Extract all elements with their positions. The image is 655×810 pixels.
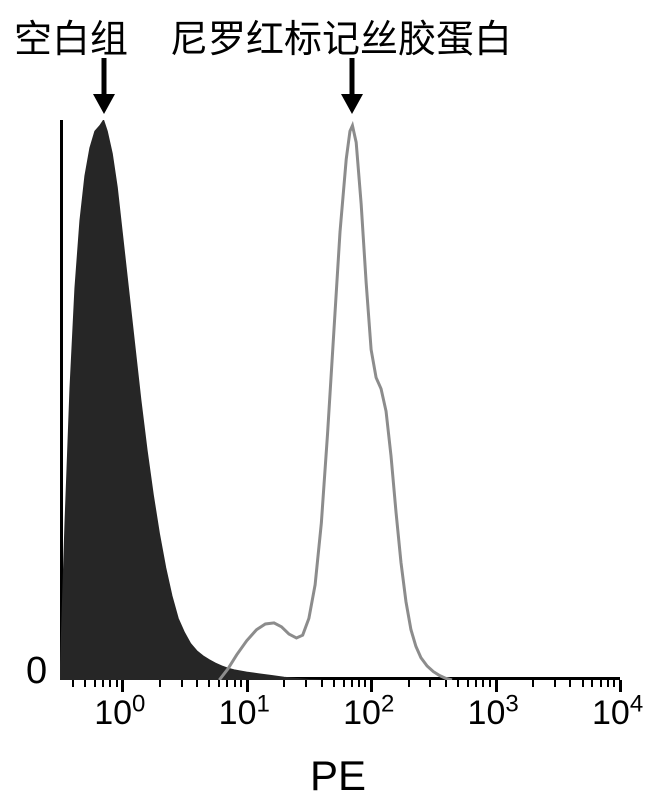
x-tick-minor [94,680,96,687]
x-tick-minor [116,680,118,687]
chart-container: 空白组 尼罗红标记丝胶蛋白 0 100 101 102 103 104 PE [0,0,655,810]
x-tick-minor [554,680,556,687]
x-tick-label-2: 102 [343,694,394,733]
x-tick-minor [240,680,242,687]
x-tick-label-4: 104 [592,694,643,733]
x-tick-minor [181,680,183,687]
x-tick-minor [600,680,602,687]
x-axis: 100101102103104 [60,680,620,760]
x-tick-minor [457,680,459,687]
x-tick-minor [218,680,220,687]
x-tick-minor [159,680,161,687]
chart-svg [60,120,620,680]
x-tick-minor [109,680,111,687]
x-tick-label-3: 103 [468,694,519,733]
x-tick-minor [208,680,210,687]
x-tick-minor [102,680,104,687]
x-tick-minor [408,680,410,687]
x-tick-label-1: 101 [219,694,270,733]
x-tick-minor [283,680,285,687]
x-tick-minor [72,680,74,687]
x-axis-label: PE [310,752,366,800]
label-nile-red-sericin: 尼罗红标记丝胶蛋白 [170,8,512,63]
x-tick-minor [351,680,353,687]
x-tick-minor [429,680,431,687]
x-tick-major [619,680,622,692]
x-tick-minor [607,680,609,687]
x-tick-minor [569,680,571,687]
x-tick-major [121,680,124,692]
x-tick-minor [358,680,360,687]
label-blank-group: 空白组 [14,8,128,63]
y-tick-0: 0 [26,650,47,693]
x-tick-minor [475,680,477,687]
x-tick-major [495,680,498,692]
arrow-sericin [338,58,366,116]
x-tick-minor [364,680,366,687]
x-tick-minor [489,680,491,687]
x-tick-minor [532,680,534,687]
x-tick-minor [84,680,86,687]
series-nile-red-sericin [219,126,452,680]
x-tick-minor [321,680,323,687]
x-tick-minor [305,680,307,687]
x-tick-minor [482,680,484,687]
x-tick-minor [613,680,615,687]
series-blank [60,120,321,680]
x-tick-minor [591,680,593,687]
x-tick-minor [467,680,469,687]
x-tick-major [246,680,249,692]
x-tick-minor [333,680,335,687]
x-tick-minor [196,680,198,687]
x-tick-label-0: 100 [94,694,145,733]
x-tick-major [370,680,373,692]
x-tick-minor [234,680,236,687]
x-tick-minor [582,680,584,687]
x-tick-minor [445,680,447,687]
x-tick-minor [343,680,345,687]
x-tick-minor [226,680,228,687]
arrow-blank [90,58,118,116]
